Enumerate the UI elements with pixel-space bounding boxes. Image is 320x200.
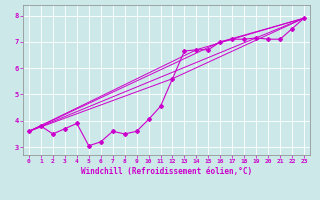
X-axis label: Windchill (Refroidissement éolien,°C): Windchill (Refroidissement éolien,°C): [81, 167, 252, 176]
